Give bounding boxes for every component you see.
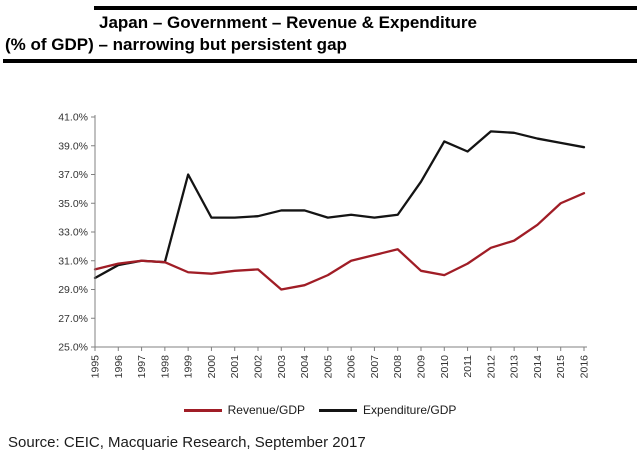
svg-text:1999: 1999	[183, 355, 195, 379]
svg-text:2014: 2014	[532, 355, 544, 379]
svg-text:39.0%: 39.0%	[58, 140, 88, 152]
title-top-rule	[94, 6, 637, 10]
svg-text:2003: 2003	[276, 355, 288, 379]
chart-title-line2: (% of GDP) – narrowing but persistent ga…	[5, 35, 347, 54]
svg-text:2010: 2010	[439, 355, 451, 379]
svg-text:2005: 2005	[322, 355, 334, 379]
svg-text:1996: 1996	[113, 355, 125, 379]
source-text: Source: CEIC, Macquarie Research, Septem…	[8, 434, 366, 451]
svg-text:2011: 2011	[462, 355, 474, 378]
svg-text:41.0%: 41.0%	[58, 112, 88, 124]
svg-text:2009: 2009	[416, 355, 428, 379]
chart-legend: Revenue/GDP Expenditure/GDP	[0, 402, 640, 418]
expenditure-line-swatch	[318, 408, 357, 412]
svg-text:35.0%: 35.0%	[58, 198, 88, 210]
svg-text:2002: 2002	[253, 355, 265, 379]
svg-text:2004: 2004	[299, 355, 311, 379]
svg-text:33.0%: 33.0%	[58, 227, 88, 239]
line-chart: 25.0% 27.0% 29.0% 31.0% 33.0% 35.0% 37.0% 39.0%…	[0, 105, 640, 418]
revenue-line-swatch	[183, 408, 222, 412]
chart-plot-area: 25.0% 27.0% 29.0% 31.0% 33.0% 35.0% 37.0% 39.0%…	[58, 112, 591, 379]
svg-text:27.0%: 27.0%	[58, 313, 88, 325]
svg-text:2013: 2013	[509, 355, 521, 379]
title-block: Japan – Government – Revenue & Expenditu…	[0, 6, 640, 63]
svg-text:2015: 2015	[555, 355, 567, 379]
legend-label-revenue: Revenue/GDP	[227, 403, 305, 417]
legend-item-expenditure: Expenditure/GDP	[318, 403, 457, 417]
svg-text:31.0%: 31.0%	[58, 255, 88, 267]
svg-text:25.0%: 25.0%	[58, 342, 88, 354]
chart-title-line1: Japan – Government – Revenue & Expenditu…	[99, 13, 477, 32]
svg-text:2008: 2008	[392, 355, 404, 379]
svg-text:1998: 1998	[159, 355, 171, 379]
svg-text:29.0%: 29.0%	[58, 284, 88, 296]
svg-text:37.0%: 37.0%	[58, 169, 88, 181]
svg-text:2012: 2012	[485, 355, 497, 379]
svg-text:2000: 2000	[206, 355, 218, 379]
title-bottom-rule	[3, 59, 637, 63]
svg-text:2006: 2006	[346, 355, 358, 379]
svg-text:2016: 2016	[579, 355, 591, 379]
svg-text:2007: 2007	[369, 355, 381, 379]
svg-text:1997: 1997	[136, 355, 148, 379]
legend-item-revenue: Revenue/GDP	[183, 403, 305, 417]
legend-label-expenditure: Expenditure/GDP	[362, 403, 457, 417]
svg-text:1995: 1995	[90, 355, 102, 379]
svg-text:2001: 2001	[229, 355, 241, 379]
